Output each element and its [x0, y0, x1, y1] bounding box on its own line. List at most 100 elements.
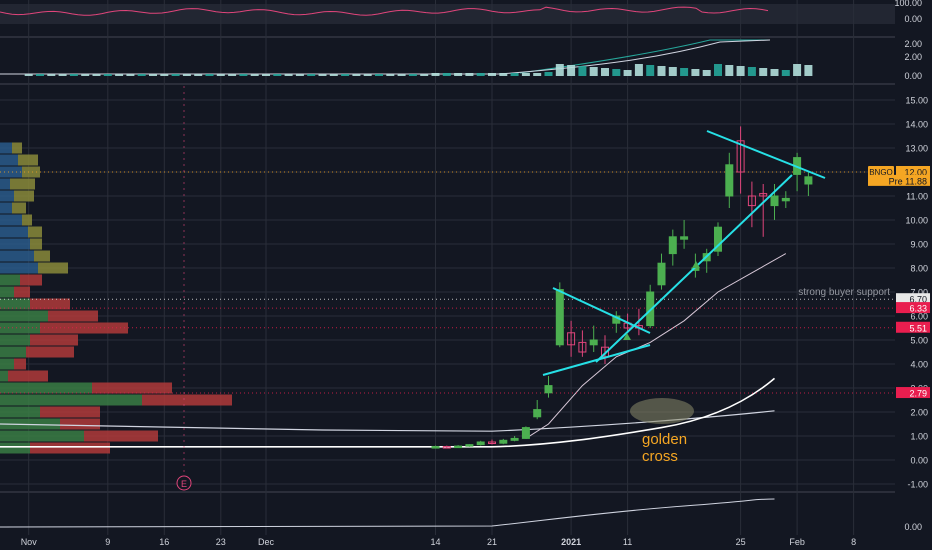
vp-up-bar	[0, 382, 92, 394]
vp-down-bar	[30, 298, 70, 310]
vp-down-bar	[92, 382, 172, 394]
vp-up-bar	[0, 334, 30, 346]
volume-bar	[149, 74, 157, 76]
volume-bar	[634, 64, 643, 76]
vp-down-bar	[22, 214, 32, 226]
vp-down-bar	[34, 250, 50, 262]
vp-up-bar	[0, 394, 142, 406]
volume-bar	[804, 65, 813, 76]
candle-up	[646, 291, 655, 327]
time-tick-label: 2021	[561, 537, 581, 547]
time-tick-label: 8	[851, 537, 856, 547]
volume-bar	[533, 73, 542, 76]
candle-up	[499, 439, 508, 444]
time-axis: 26Nov91623Dec142120211125Feb8	[0, 535, 895, 550]
volume-bar	[442, 73, 451, 76]
price-tick-label: 1.00	[910, 432, 928, 442]
time-tick-label: 21	[487, 537, 497, 547]
golden-cross-label-2: cross	[642, 448, 678, 465]
triangle-lower-line	[542, 344, 651, 376]
volume-bar	[58, 74, 67, 76]
volume-bar	[318, 74, 327, 76]
vp-down-bar	[84, 430, 158, 442]
volume-bar	[92, 74, 101, 76]
volume-bar	[36, 74, 44, 76]
volume-bar	[499, 73, 508, 76]
time-tick-label: Dec	[258, 537, 275, 547]
vp-down-bar	[8, 370, 48, 382]
volume-bar	[476, 73, 485, 76]
candle-up	[544, 385, 553, 394]
up-arrow-marker	[692, 261, 700, 268]
time-tick-label: Nov	[21, 537, 38, 547]
volume-bar	[103, 74, 112, 76]
price-tick-label: 6.00	[910, 312, 928, 322]
vp-up-bar	[0, 310, 48, 322]
volume-bar	[646, 65, 655, 76]
price-tick-label: 15.00	[905, 96, 928, 106]
vp-down-bar	[26, 346, 74, 358]
volume-bar	[375, 74, 383, 76]
volume-profile	[0, 142, 232, 454]
level-badge	[896, 302, 930, 314]
volume-bar	[126, 74, 135, 76]
vp-up-bar	[0, 250, 34, 262]
level-badge	[896, 387, 930, 399]
vp-up-bar	[0, 262, 38, 274]
earnings-event-label: E	[181, 479, 187, 489]
candle-up	[454, 445, 463, 449]
vp-down-bar	[20, 274, 42, 286]
volume-bar	[171, 74, 180, 76]
pane-tick-label: 0.00	[904, 71, 922, 81]
volume-bar	[273, 74, 282, 76]
volume-bar	[205, 74, 214, 76]
volume-bar	[747, 67, 756, 76]
candle-up	[714, 226, 722, 252]
pre-market-badge	[868, 174, 930, 186]
price-tick-label: 4.00	[910, 360, 928, 370]
vp-up-bar	[0, 286, 14, 298]
candle-up	[431, 446, 440, 449]
volume-bar	[691, 69, 700, 76]
vp-up-bar	[0, 178, 10, 190]
price-tick-label: 9.00	[910, 240, 928, 250]
vp-up-bar	[0, 142, 12, 154]
volume-bar	[544, 72, 553, 76]
vp-down-bar	[48, 310, 98, 322]
volume-bar	[555, 64, 564, 76]
ma-long-line	[0, 377, 776, 448]
price-tick-label: 11.00	[906, 192, 928, 202]
volume-bar	[250, 74, 259, 76]
volume-bar	[601, 68, 609, 76]
vp-up-bar	[0, 406, 40, 418]
vp-up-bar	[0, 346, 26, 358]
volume-bar	[454, 73, 463, 76]
volume-bar	[262, 74, 270, 76]
candle-down	[567, 332, 576, 346]
vp-down-bar	[142, 394, 232, 406]
volume-bar	[623, 70, 632, 76]
pane-tick-label: 2.00	[904, 52, 922, 62]
candle-down	[578, 341, 587, 353]
earnings-event-marker[interactable]	[176, 475, 192, 491]
golden-cross-highlight	[630, 398, 694, 424]
pane-tick-label: 2.00	[904, 39, 922, 49]
volume-bar	[284, 74, 293, 76]
volume-bar	[420, 74, 429, 76]
candle-up	[510, 437, 519, 441]
symbol-badge-text: BNGO	[869, 168, 893, 177]
volume-bar	[589, 67, 598, 76]
volume-bar	[228, 74, 237, 76]
vp-up-bar	[0, 430, 84, 442]
trend-drawings	[542, 130, 826, 424]
volume-bar	[239, 74, 248, 76]
golden-cross-label-1: golden	[642, 431, 687, 448]
candle-up	[770, 195, 779, 207]
volume-bar	[521, 73, 530, 76]
volume-bar	[341, 74, 350, 76]
volume-bar	[431, 73, 440, 76]
resistance-trendline	[706, 130, 826, 179]
volume-bar	[668, 67, 677, 76]
volume-bar	[160, 74, 169, 76]
price-tick-label: 8.00	[910, 264, 928, 274]
